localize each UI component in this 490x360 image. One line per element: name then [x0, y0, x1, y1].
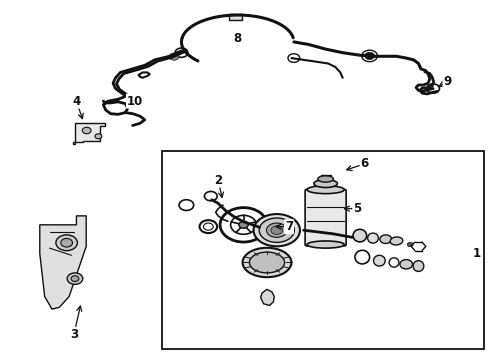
Circle shape: [71, 276, 79, 282]
Text: 3: 3: [70, 328, 78, 341]
Text: 6: 6: [361, 157, 369, 170]
Polygon shape: [73, 123, 105, 144]
Ellipse shape: [267, 223, 287, 237]
Circle shape: [82, 127, 91, 134]
Ellipse shape: [368, 233, 378, 243]
Circle shape: [67, 273, 83, 284]
Circle shape: [239, 221, 248, 228]
Ellipse shape: [413, 261, 424, 271]
FancyBboxPatch shape: [305, 189, 346, 246]
Text: 9: 9: [443, 75, 452, 88]
Circle shape: [169, 53, 179, 60]
Text: 10: 10: [127, 95, 143, 108]
Circle shape: [56, 235, 77, 251]
Text: 8: 8: [234, 32, 242, 45]
Ellipse shape: [390, 237, 403, 245]
Text: 1: 1: [473, 247, 481, 260]
Ellipse shape: [353, 229, 367, 242]
Circle shape: [61, 238, 73, 247]
Circle shape: [380, 235, 392, 243]
Bar: [229, 14, 242, 21]
Circle shape: [95, 134, 102, 139]
Circle shape: [365, 52, 374, 59]
Ellipse shape: [259, 218, 294, 242]
Text: 2: 2: [214, 174, 222, 186]
Ellipse shape: [314, 180, 337, 188]
Ellipse shape: [243, 248, 292, 277]
Polygon shape: [40, 216, 86, 309]
Text: 4: 4: [73, 95, 80, 108]
Circle shape: [271, 226, 283, 234]
Text: 7: 7: [285, 220, 293, 233]
Ellipse shape: [373, 255, 385, 266]
Ellipse shape: [307, 186, 344, 194]
Circle shape: [407, 242, 413, 247]
Ellipse shape: [318, 176, 333, 182]
Circle shape: [400, 260, 413, 269]
Ellipse shape: [249, 252, 285, 273]
Bar: [162, 151, 485, 348]
Text: 5: 5: [353, 202, 362, 215]
Ellipse shape: [253, 214, 300, 246]
Ellipse shape: [307, 241, 344, 248]
Polygon shape: [261, 289, 274, 306]
